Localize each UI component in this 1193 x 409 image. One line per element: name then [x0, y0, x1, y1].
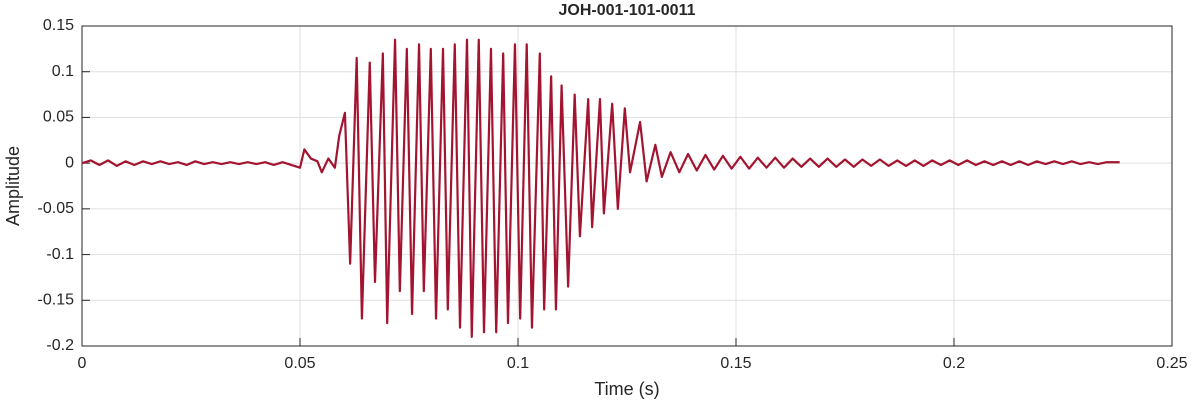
waveform-line	[81, 38, 1120, 338]
y-tick-label: -0.2	[46, 337, 74, 354]
axes-box	[81, 25, 1173, 347]
y-tick-label: 0.05	[43, 109, 74, 126]
y-axis-label: Amplitude	[3, 146, 23, 226]
x-tick-label: 0.1	[507, 355, 529, 372]
y-tick-label: -0.1	[46, 246, 74, 263]
y-tick-label: -0.15	[38, 292, 75, 309]
y-tick-label: 0.1	[52, 63, 74, 80]
x-tick-label: 0.2	[943, 355, 965, 372]
x-tick-label: 0.15	[720, 355, 751, 372]
y-tick-label: 0.15	[43, 17, 74, 34]
x-axis-label: Time (s)	[594, 379, 659, 399]
x-tick-label: 0	[78, 355, 87, 372]
plot-area	[82, 26, 1172, 346]
x-tick-label: 0.25	[1156, 355, 1187, 372]
y-tick-label: -0.05	[38, 200, 75, 217]
y-tick-label: 0	[65, 154, 74, 171]
chart-title: JOH-001-101-0011	[559, 2, 696, 19]
x-tick-label: 0.05	[284, 355, 315, 372]
